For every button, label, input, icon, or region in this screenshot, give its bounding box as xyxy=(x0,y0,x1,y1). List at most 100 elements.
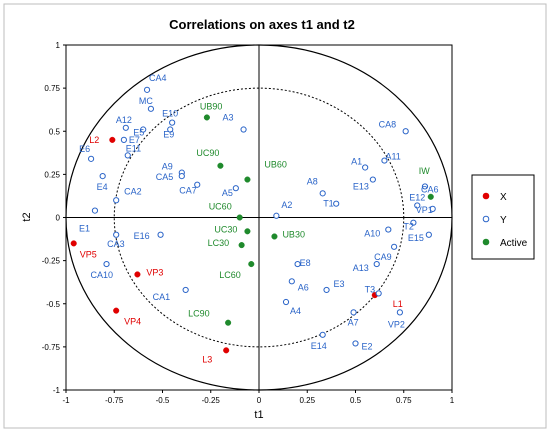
point-label-t3: T3 xyxy=(365,284,376,294)
point-lc60 xyxy=(248,261,255,268)
axes xyxy=(66,45,452,390)
point-vp4 xyxy=(113,307,120,314)
point-label-lc90: LC90 xyxy=(188,309,210,319)
y-axis-title: t2 xyxy=(21,212,33,221)
legend-box xyxy=(471,174,535,260)
point-label-t1: T1 xyxy=(323,199,334,209)
point-label-ca10: CA10 xyxy=(91,270,114,280)
legend-label-active: Active xyxy=(500,238,528,249)
point-label-vp5: VP5 xyxy=(80,249,97,259)
point-t2 xyxy=(410,219,417,226)
point-label-iw: IW xyxy=(419,166,431,176)
point-label-ca8: CA8 xyxy=(379,119,397,129)
y-tick-label: 0 xyxy=(56,214,61,223)
point-ca9 xyxy=(391,243,398,250)
x-tick-label: 0.75 xyxy=(396,396,412,405)
y-tick-label: -0.25 xyxy=(42,257,61,266)
point-e4 xyxy=(99,173,106,180)
point-e6 xyxy=(87,155,95,162)
point-label-l1: L1 xyxy=(393,299,403,309)
point-label-e9: E9 xyxy=(163,130,174,140)
point-ca7 xyxy=(194,181,201,188)
point-t3 xyxy=(375,290,382,297)
point-label-a12: A12 xyxy=(116,115,132,125)
point-vp3 xyxy=(134,271,141,278)
point-t1 xyxy=(333,200,340,207)
point-label-e8: E8 xyxy=(300,258,311,268)
point-e5 xyxy=(140,126,147,133)
data-points: L2 VP5 VP3 VP4 L3 L1 CA4 MC A12 E10 E5 E9 A3 E7 E6 E11 E… xyxy=(70,73,439,364)
point-label-e16: E16 xyxy=(134,231,150,241)
point-label-a11: A11 xyxy=(385,152,400,162)
point-label-e15: E15 xyxy=(408,233,424,243)
point-label-ca5: CA5 xyxy=(156,172,174,182)
point-vp5 xyxy=(70,240,77,247)
point-label-e5: E5 xyxy=(133,128,144,138)
point-uc60 xyxy=(236,214,243,221)
y-tick-label: 0.5 xyxy=(49,127,61,136)
point-ub60 xyxy=(244,176,251,183)
point-e3 xyxy=(323,286,330,294)
point-ca2 xyxy=(113,197,120,204)
point-label-lc30: LC30 xyxy=(208,238,230,248)
point-ca3 xyxy=(113,231,120,238)
point-lc90 xyxy=(225,319,232,326)
legend-marker-y xyxy=(482,215,490,223)
point-label-a9: A9 xyxy=(162,162,173,172)
point-ca10 xyxy=(103,260,110,268)
y-tick-label: -0.75 xyxy=(42,343,61,352)
point-label-ca6: CA6 xyxy=(421,184,439,194)
y-tick-label: 0.75 xyxy=(44,84,60,93)
point-vp2 xyxy=(396,309,403,316)
point-a6 xyxy=(288,278,295,285)
point-label-t2: T2 xyxy=(403,222,414,232)
point-e8 xyxy=(294,260,301,268)
legend: X Y Active xyxy=(471,174,535,260)
point-label-uc60: UC60 xyxy=(209,202,232,212)
x-tick-label: 1 xyxy=(450,396,455,405)
point-e10 xyxy=(169,119,176,126)
point-label-e13: E13 xyxy=(353,182,369,192)
x-tick-label: 0.25 xyxy=(299,396,315,405)
point-label-a7: A7 xyxy=(348,317,359,327)
point-label-vp1: VP1 xyxy=(416,205,433,215)
chart-frame xyxy=(3,3,547,429)
point-ca5 xyxy=(178,173,185,180)
point-a12 xyxy=(122,124,129,131)
point-ub90 xyxy=(203,114,210,121)
point-label-ca2: CA2 xyxy=(124,186,142,196)
point-label-l3: L3 xyxy=(202,354,212,364)
point-label-vp3: VP3 xyxy=(146,267,163,277)
tick-labels: -1 -0.75 -0.5 -0.25 0 0.25 0.5 0.75 1 1 0.75 0.5 0.2… xyxy=(42,41,455,405)
point-label-a13: A13 xyxy=(353,263,369,273)
point-uc90 xyxy=(217,162,224,169)
point-e7 xyxy=(120,136,128,143)
chart-title: Correlations on axes t1 and t2 xyxy=(169,17,355,32)
point-label-e6: E6 xyxy=(79,144,90,154)
point-label-a6: A6 xyxy=(298,282,309,292)
point-a11 xyxy=(381,157,388,164)
point-ca8 xyxy=(402,128,409,135)
point-e16 xyxy=(157,231,164,238)
legend-label-x: X xyxy=(500,192,507,203)
x-tick-label: -0.25 xyxy=(202,396,221,405)
point-label-a2: A2 xyxy=(281,200,292,210)
point-mc xyxy=(147,105,155,112)
point-label-e4: E4 xyxy=(97,182,108,192)
point-label-lc60: LC60 xyxy=(219,270,241,280)
point-a1 xyxy=(362,164,369,171)
x-tick-label: -1 xyxy=(62,396,70,405)
point-label-ub30: UB30 xyxy=(282,229,305,239)
point-e1 xyxy=(91,207,99,214)
point-label-vp2: VP2 xyxy=(388,319,405,329)
point-label-a5: A5 xyxy=(222,188,233,198)
legend-marker-x xyxy=(482,192,490,200)
point-label-ca1: CA1 xyxy=(153,292,171,302)
point-a10 xyxy=(385,226,392,233)
point-e13 xyxy=(369,176,376,183)
point-ca1 xyxy=(182,286,189,294)
point-label-e3: E3 xyxy=(334,279,345,289)
point-label-e12: E12 xyxy=(409,192,425,202)
point-a7 xyxy=(350,309,357,316)
point-label-ca4: CA4 xyxy=(149,73,167,83)
